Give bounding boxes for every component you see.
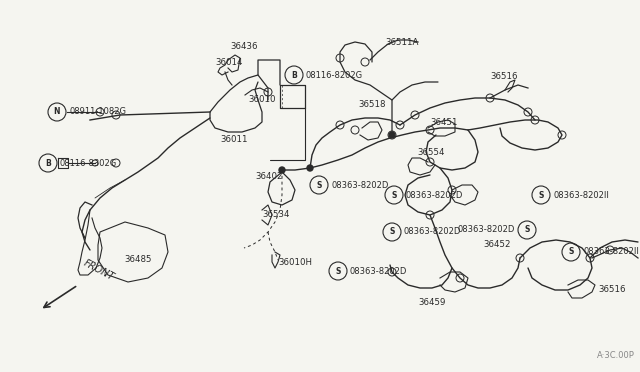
Text: S: S [335,266,340,276]
Text: S: S [568,247,573,257]
Text: 08363-8202D: 08363-8202D [458,225,515,234]
Circle shape [389,132,395,138]
Text: 08363-8202D: 08363-8202D [404,228,461,237]
Text: FRONT: FRONT [82,257,116,282]
Text: 36516: 36516 [490,72,518,81]
Text: 08116-8202G: 08116-8202G [306,71,363,80]
Circle shape [279,167,285,173]
Text: 36511A: 36511A [385,38,419,47]
Text: 08363-8202D: 08363-8202D [331,180,388,189]
Text: 36010H: 36010H [278,258,312,267]
Text: 36516: 36516 [598,285,625,294]
Text: 36534: 36534 [262,210,289,219]
Text: 08116-8302G: 08116-8302G [60,158,117,167]
Text: S: S [524,225,530,234]
Text: 08911-1082G: 08911-1082G [69,108,126,116]
Text: S: S [316,180,322,189]
Text: 36451: 36451 [430,118,458,127]
Text: 08363-8202D: 08363-8202D [350,266,408,276]
Text: 08363-8202D: 08363-8202D [406,190,463,199]
Text: 36518: 36518 [358,100,385,109]
Text: 36452: 36452 [483,240,511,249]
Text: 36436: 36436 [230,42,257,51]
Text: A·3C.00P: A·3C.00P [597,351,635,360]
Text: 36485: 36485 [124,255,152,264]
Text: B: B [291,71,297,80]
Text: 36010: 36010 [248,95,275,104]
Text: 36014: 36014 [215,58,243,67]
Text: 08363-8202II: 08363-8202II [553,190,609,199]
Text: 36011: 36011 [220,135,248,144]
Text: 36554: 36554 [417,148,445,157]
Text: S: S [391,190,397,199]
Text: 36402: 36402 [255,172,282,181]
Text: 36459: 36459 [419,298,445,307]
Text: S: S [538,190,544,199]
Circle shape [307,165,313,171]
Text: N: N [54,108,60,116]
Text: 08363-8202II: 08363-8202II [583,247,639,257]
Text: B: B [45,158,51,167]
Text: S: S [389,228,395,237]
